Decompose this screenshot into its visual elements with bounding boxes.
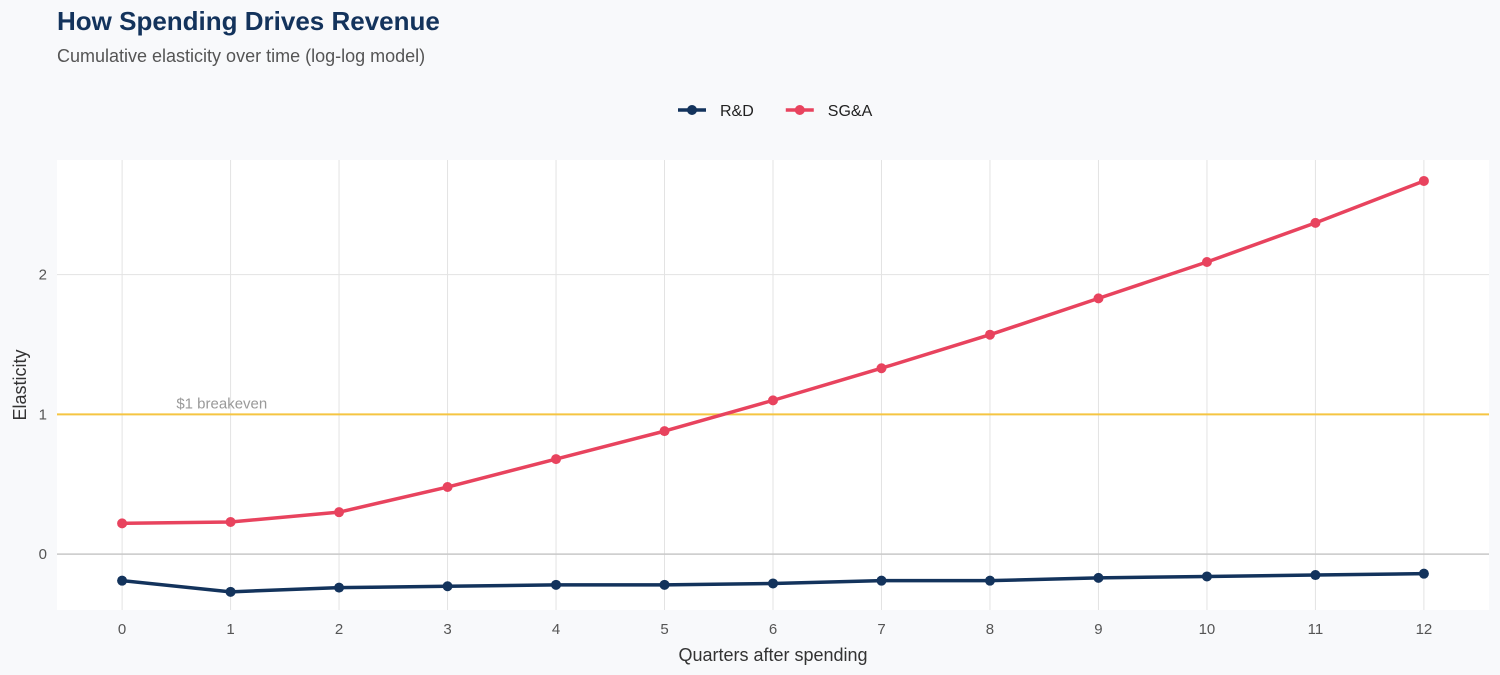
chart-subtitle: Cumulative elasticity over time (log-log… <box>57 46 426 66</box>
x-tick-label: 5 <box>660 621 668 638</box>
x-tick-label: 9 <box>1094 621 1102 638</box>
data-point <box>1201 571 1212 582</box>
data-point <box>1310 570 1321 581</box>
data-point <box>551 454 562 465</box>
x-tick-label: 1 <box>226 621 234 638</box>
y-tick-label: 1 <box>39 406 47 423</box>
data-point <box>117 575 128 586</box>
data-point <box>1418 568 1429 579</box>
data-point <box>117 518 128 529</box>
data-point <box>225 516 236 527</box>
data-point <box>659 426 670 437</box>
data-point <box>659 579 670 590</box>
x-tick-label: 12 <box>1416 621 1433 638</box>
data-point <box>984 329 995 340</box>
data-point <box>1093 293 1104 304</box>
y-tick-label: 2 <box>39 267 47 284</box>
x-tick-label: 2 <box>335 621 343 638</box>
data-point <box>334 507 345 518</box>
data-point <box>442 581 453 592</box>
data-point <box>1093 572 1104 583</box>
x-tick-label: 4 <box>552 621 560 638</box>
legend-marker <box>794 105 805 115</box>
data-point <box>768 578 778 589</box>
x-tick-label: 11 <box>1308 621 1324 638</box>
x-tick-label: 0 <box>118 621 126 638</box>
data-point <box>876 575 887 586</box>
data-point <box>334 582 345 593</box>
data-point <box>1418 175 1429 186</box>
x-tick-label: 10 <box>1199 621 1216 638</box>
data-point <box>1201 257 1212 268</box>
y-tick-label: 0 <box>39 546 47 563</box>
legend-label: R&D <box>720 103 754 120</box>
x-tick-label: 3 <box>443 621 451 638</box>
x-axis-label: Quarters after spending <box>678 645 867 665</box>
chart-title: How Spending Drives Revenue <box>57 6 440 36</box>
data-point <box>876 363 887 374</box>
data-point <box>225 586 236 597</box>
breakeven-label: $1 breakeven <box>176 395 267 412</box>
x-tick-label: 8 <box>986 621 994 638</box>
data-point <box>1310 217 1321 228</box>
data-point <box>984 575 995 586</box>
data-point <box>442 482 453 493</box>
legend-marker <box>687 105 697 115</box>
y-axis-label: Elasticity <box>10 349 30 420</box>
x-tick-label: 6 <box>769 621 777 638</box>
legend-label: SG&A <box>828 103 873 120</box>
data-point <box>551 579 562 590</box>
data-point <box>768 395 778 406</box>
x-tick-label: 7 <box>877 621 885 638</box>
